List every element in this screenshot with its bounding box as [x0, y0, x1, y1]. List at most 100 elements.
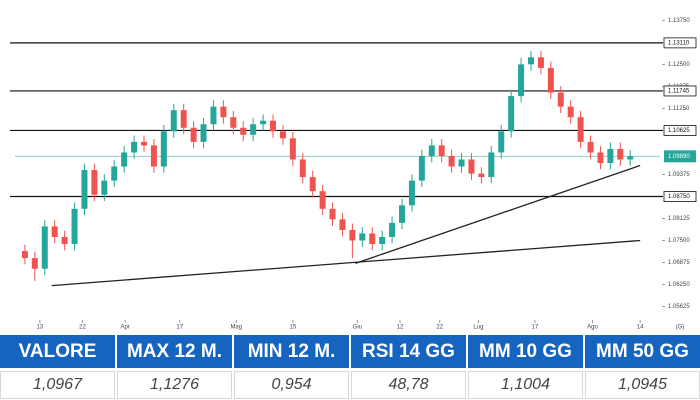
- y-tick-label: 1.11250: [668, 106, 690, 112]
- header-cell: MM 50 GG: [585, 335, 700, 368]
- candle-body: [428, 145, 435, 156]
- candle-body: [547, 67, 554, 93]
- y-tick-label: 1.13750: [668, 18, 690, 24]
- x-tick-label: Ago: [587, 325, 598, 331]
- candle-body: [180, 110, 187, 128]
- candle-body: [468, 159, 475, 174]
- level-label: 1.10625: [668, 128, 690, 134]
- value-cell: 1,1276: [117, 371, 232, 399]
- value-cell: 1,0967: [0, 371, 115, 399]
- candle-body: [587, 141, 594, 153]
- x-tick-label: 17: [176, 325, 183, 331]
- candle-body: [329, 208, 336, 220]
- y-tick-label: 1.09375: [668, 172, 690, 178]
- candle-body: [121, 152, 128, 167]
- x-tick-label: Mag: [230, 325, 242, 331]
- candle-body: [61, 236, 68, 245]
- candle-body: [190, 127, 197, 142]
- candle-body: [458, 159, 465, 167]
- stats-table: VALORE MAX 12 M. MIN 12 M. RSI 14 GG MM …: [0, 335, 700, 399]
- header-cell: MIN 12 M.: [234, 335, 349, 368]
- x-tick-label: 14: [637, 325, 644, 331]
- candle-body: [270, 120, 276, 132]
- candle-body: [319, 191, 326, 209]
- x-tick-label: 15: [290, 325, 297, 331]
- candle-body: [627, 156, 634, 160]
- candle-body: [200, 124, 207, 142]
- candle-body: [111, 166, 118, 181]
- candle-body: [31, 258, 38, 269]
- value-cell: 1,1004: [468, 371, 583, 399]
- candle-body: [101, 180, 108, 195]
- candle-body: [230, 117, 237, 128]
- header-cell: VALORE: [0, 335, 115, 368]
- candle-body: [260, 120, 267, 125]
- level-label: 1.08750: [668, 194, 690, 200]
- y-tick-label: 1.05625: [668, 304, 690, 310]
- candle-body: [309, 177, 316, 192]
- y-tick-label: 1.08125: [668, 216, 690, 222]
- trendline: [355, 164, 641, 265]
- candle-body: [418, 155, 425, 181]
- level-box: [663, 37, 697, 49]
- x-tick-label: 22: [79, 325, 86, 331]
- candle-body: [359, 233, 366, 241]
- y-tick-label: 1.06250: [668, 282, 690, 288]
- candle-body: [438, 145, 445, 156]
- last-price-box: [664, 150, 696, 163]
- candle-body: [339, 219, 346, 230]
- x-tick-label: 12: [397, 325, 404, 331]
- candle-body: [41, 226, 48, 269]
- header-cell: MAX 12 M.: [117, 335, 232, 368]
- value-cell: 1,0945: [585, 371, 700, 399]
- candle-body: [81, 170, 88, 209]
- candle-body: [408, 180, 415, 206]
- candle-body: [170, 110, 177, 132]
- candle-body: [379, 236, 386, 245]
- candle-body: [250, 124, 257, 135]
- candle-body: [488, 152, 495, 178]
- candle-body: [607, 148, 614, 163]
- level-box: [663, 125, 697, 136]
- chart: (G) 1.137501.125001.118751.112501.093751…: [10, 18, 697, 331]
- x-tick-label: Giu: [353, 325, 362, 331]
- level-box: [663, 85, 697, 97]
- candle-body: [399, 205, 405, 223]
- candle-body: [51, 226, 58, 237]
- candle-body: [240, 127, 247, 135]
- candle-body: [220, 106, 227, 118]
- last-price-label: 1.09890: [668, 154, 690, 160]
- timeframe: (G): [676, 325, 685, 331]
- candle-body: [369, 233, 376, 245]
- trendline: [51, 239, 641, 287]
- x-tick-label: 13: [36, 325, 43, 331]
- candle-body: [349, 229, 356, 241]
- candle-body: [91, 170, 98, 195]
- candle-body: [21, 251, 28, 259]
- candle-body: [389, 222, 396, 237]
- candle-body: [210, 106, 217, 125]
- candle-body: [498, 131, 505, 153]
- candle-body: [508, 96, 515, 132]
- x-tick-label: 17: [532, 325, 539, 331]
- candle-body: [557, 92, 564, 107]
- header-cell: MM 10 GG: [468, 335, 583, 368]
- header-cell: RSI 14 GG: [351, 335, 466, 368]
- candle-body: [150, 145, 157, 167]
- level-box: [663, 191, 697, 202]
- candle-body: [141, 141, 147, 146]
- y-tick-label: 1.07500: [668, 238, 690, 244]
- y-tick-label: 1.06875: [668, 260, 690, 266]
- y-tick-label: 1.12500: [668, 62, 690, 68]
- candle-body: [577, 117, 584, 142]
- candle-body: [279, 131, 286, 139]
- value-cell: 0,954: [234, 371, 349, 399]
- x-tick-label: Lug: [473, 325, 483, 331]
- candle-body: [567, 106, 574, 118]
- level-label: 1.13110: [668, 40, 690, 46]
- level-label: 1.11745: [668, 89, 690, 95]
- candle-body: [299, 159, 306, 178]
- candle-body: [131, 141, 138, 153]
- candle-body: [597, 152, 604, 163]
